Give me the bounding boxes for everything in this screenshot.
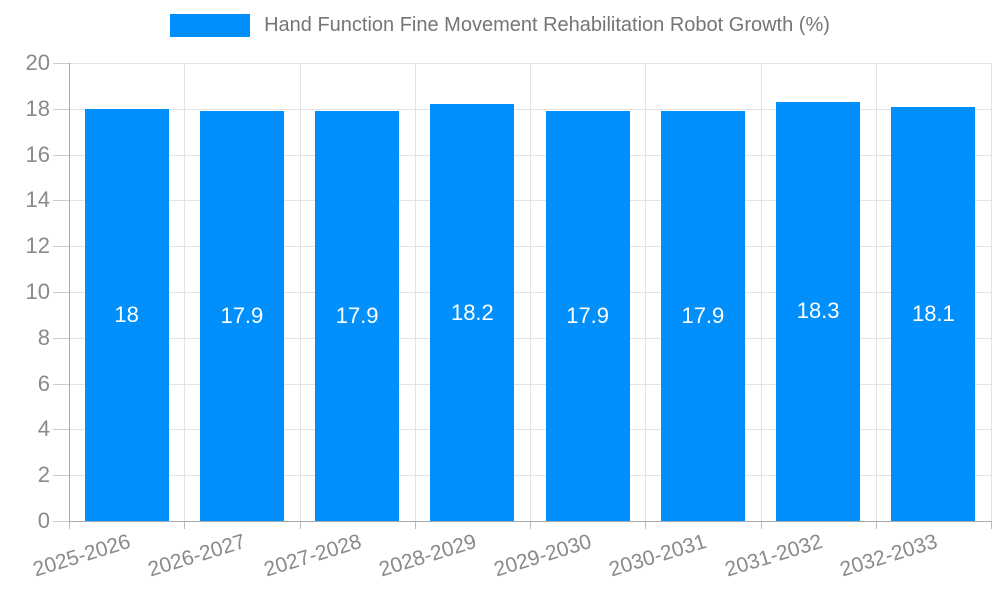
y-axis-label: 10 [25, 279, 50, 304]
x-axis-label: 2032-2033 [837, 530, 941, 582]
y-axis-tick [53, 108, 69, 110]
gridline-vertical [645, 63, 647, 521]
x-axis-label: 2029-2030 [491, 530, 595, 582]
y-axis-label: 14 [25, 187, 50, 213]
bar-2028-2029[interactable]: 18.2 [430, 104, 515, 521]
x-axis-tick [875, 521, 877, 529]
gridline-vertical [760, 63, 762, 521]
y-axis-tick [53, 383, 69, 385]
gridline-vertical [414, 63, 416, 521]
x-axis-label: 2031-2032 [722, 530, 825, 582]
bar-value-label: 18.2 [450, 299, 494, 325]
y-axis-label: 4 [37, 416, 50, 442]
x-axis-label: 2025-2026 [30, 530, 134, 582]
x-axis-label: 2030-2031 [606, 530, 710, 582]
bar-value-label: 18 [114, 301, 139, 327]
legend-item[interactable]: Hand Function Fine Movement Rehabilitati… [170, 14, 830, 37]
x-axis-tick [299, 521, 301, 529]
y-axis-label: 2 [37, 462, 50, 488]
y-axis-tick [53, 475, 69, 477]
y-axis-line [69, 63, 70, 521]
y-axis-label: 6 [37, 370, 50, 396]
y-axis-tick [53, 292, 69, 293]
bar-2026-2027[interactable]: 17.9 [199, 111, 284, 521]
x-axis-tick [69, 521, 70, 529]
y-axis-label: 8 [37, 324, 50, 350]
legend-swatch-icon [170, 14, 251, 37]
bar-2027-2028[interactable]: 17.9 [315, 111, 400, 521]
x-axis-tick [530, 521, 531, 529]
y-axis-tick [53, 154, 69, 156]
y-axis-label: 12 [25, 233, 50, 259]
bar-2029-2030[interactable]: 17.9 [545, 111, 630, 521]
bar-value-label: 18.1 [911, 300, 955, 326]
bar-value-label: 18.3 [796, 298, 840, 324]
bar-value-label: 17.9 [681, 303, 725, 329]
bar-value-label: 17.9 [566, 303, 610, 329]
chart-legend: Hand Function Fine Movement Rehabilitati… [0, 14, 1000, 37]
x-axis-label: 2026-2027 [145, 530, 249, 582]
x-axis-tick [760, 521, 762, 529]
y-axis-tick [53, 337, 69, 339]
bar-value-label: 17.9 [335, 303, 379, 329]
legend-label: Hand Function Fine Movement Rehabilitati… [264, 14, 830, 36]
y-axis-label: 20 [25, 50, 50, 75]
y-axis-label: 0 [37, 508, 50, 533]
gridline-vertical [875, 63, 877, 521]
y-axis-label: 18 [25, 95, 50, 121]
bar-2032-2033[interactable]: 18.1 [891, 106, 976, 521]
x-axis-tick [645, 521, 647, 529]
x-axis-line [69, 521, 991, 522]
y-axis-tick [53, 200, 69, 202]
bar-2030-2031[interactable]: 17.9 [660, 111, 745, 521]
x-axis-label: 2027-2028 [261, 530, 364, 582]
bar-2031-2032[interactable]: 18.3 [776, 101, 861, 521]
y-axis-tick [53, 246, 69, 248]
y-axis-tick [53, 521, 69, 522]
y-axis-tick [53, 63, 69, 64]
bar-2025-2026[interactable]: 18 [84, 108, 169, 521]
x-axis-label: 2028-2029 [376, 530, 480, 582]
gridline-vertical [530, 63, 531, 521]
y-axis-tick [53, 429, 69, 431]
gridline-vertical [184, 63, 186, 521]
gridline-vertical [991, 63, 992, 521]
bar-value-label: 17.9 [220, 303, 264, 329]
x-axis-tick [414, 521, 416, 529]
x-axis-tick [991, 521, 992, 529]
x-axis-tick [184, 521, 186, 529]
gridline-vertical [299, 63, 301, 521]
y-axis-label: 16 [25, 141, 50, 167]
